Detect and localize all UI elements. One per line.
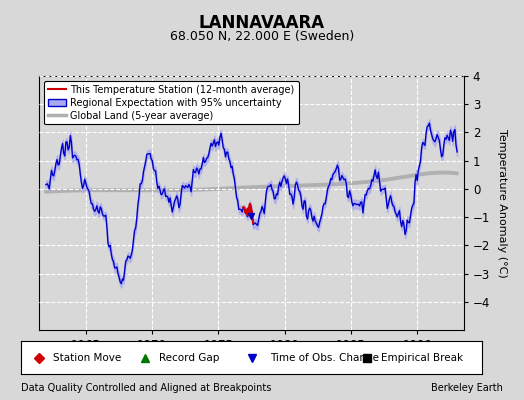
Text: LANNAVAARA: LANNAVAARA — [199, 14, 325, 32]
Text: Time of Obs. Change: Time of Obs. Change — [270, 353, 379, 362]
Text: Berkeley Earth: Berkeley Earth — [431, 383, 503, 393]
Text: Station Move: Station Move — [53, 353, 122, 362]
Text: 68.050 N, 22.000 E (Sweden): 68.050 N, 22.000 E (Sweden) — [170, 30, 354, 43]
Legend: This Temperature Station (12-month average), Regional Expectation with 95% uncer: This Temperature Station (12-month avera… — [44, 81, 299, 124]
Text: Record Gap: Record Gap — [159, 353, 220, 362]
Y-axis label: Temperature Anomaly (°C): Temperature Anomaly (°C) — [497, 129, 507, 277]
Text: Empirical Break: Empirical Break — [380, 353, 463, 362]
Text: Data Quality Controlled and Aligned at Breakpoints: Data Quality Controlled and Aligned at B… — [21, 383, 271, 393]
